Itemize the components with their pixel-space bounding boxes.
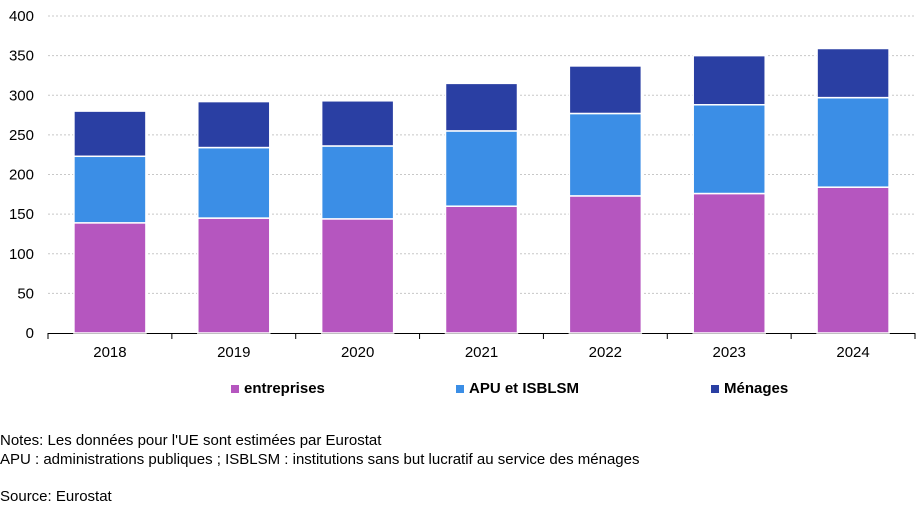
legend-item-entreprises: entreprises xyxy=(231,380,325,397)
y-tick-label-100: 100 xyxy=(9,246,34,263)
legend-swatch-entreprises xyxy=(231,384,239,393)
bar-2019-series-1 xyxy=(197,146,271,219)
x-tick-label-2018: 2018 xyxy=(93,344,126,361)
bar-2019-series-0 xyxy=(197,217,271,334)
chart-notes: Notes: Les données pour l'UE sont estimé… xyxy=(0,431,639,469)
bar-2020-series-0 xyxy=(320,218,395,334)
y-tick-label-0: 0 xyxy=(26,325,34,342)
bar-2024-series-0 xyxy=(816,186,890,334)
chart-source: Source: Eurostat xyxy=(0,488,112,505)
bar-2024-series-1 xyxy=(816,96,890,188)
y-tick-label-400: 400 xyxy=(9,8,34,25)
y-tick-label-50: 50 xyxy=(17,285,34,302)
bar-2018-series-2 xyxy=(73,110,147,158)
note-line-2: APU : administrations publiques ; ISBLSM… xyxy=(0,451,640,468)
bar-2022-series-1 xyxy=(568,112,643,197)
x-tick-label-2022: 2022 xyxy=(589,344,622,361)
legend-label-menages: Ménages xyxy=(724,380,789,397)
y-tick-label-250: 250 xyxy=(9,127,34,144)
legend-swatch-apu-isblsm xyxy=(456,384,464,393)
x-tick-label-2024: 2024 xyxy=(836,344,869,361)
bar-2023-series-1 xyxy=(692,104,766,195)
x-tick-label-2019: 2019 xyxy=(217,344,250,361)
bar-2021-series-2 xyxy=(444,82,519,132)
bar-2019-series-2 xyxy=(197,100,271,149)
y-tick-label-200: 200 xyxy=(9,167,34,184)
y-tick-label-150: 150 xyxy=(9,206,34,223)
bar-2018-series-1 xyxy=(73,155,147,224)
bar-2018-series-0 xyxy=(73,222,147,334)
bar-2023-series-2 xyxy=(692,54,766,106)
bar-2023-series-0 xyxy=(692,192,766,334)
bar-2024-series-2 xyxy=(816,47,890,99)
bar-2021-series-0 xyxy=(444,205,519,334)
note-line-1: Notes: Les données pour l'UE sont estimé… xyxy=(0,432,382,449)
bar-2021-series-1 xyxy=(444,130,519,207)
y-tick-label-300: 300 xyxy=(9,87,34,104)
y-tick-label-350: 350 xyxy=(9,48,34,65)
legend-swatch-menages xyxy=(711,384,719,393)
legend: entreprises APU et ISBLSM Ménages xyxy=(0,380,917,400)
x-tick-label-2020: 2020 xyxy=(341,344,374,361)
bar-2020-series-1 xyxy=(320,145,395,220)
bar-2022-series-2 xyxy=(568,65,643,115)
bar-2022-series-0 xyxy=(568,195,643,334)
bar-2020-series-2 xyxy=(320,100,395,147)
x-tick-label-2023: 2023 xyxy=(713,344,746,361)
legend-item-menages: Ménages xyxy=(711,380,788,397)
legend-label-entreprises: entreprises xyxy=(244,380,325,397)
stacked-bar-chart: 0 50 100 150 200 250 300 350 400 2018 2019 2020 2021… xyxy=(9,8,916,361)
legend-label-apu-isblsm: APU et ISBLSM xyxy=(469,380,580,397)
legend-item-apu-isblsm: APU et ISBLSM xyxy=(456,380,579,397)
x-tick-label-2021: 2021 xyxy=(465,344,498,361)
